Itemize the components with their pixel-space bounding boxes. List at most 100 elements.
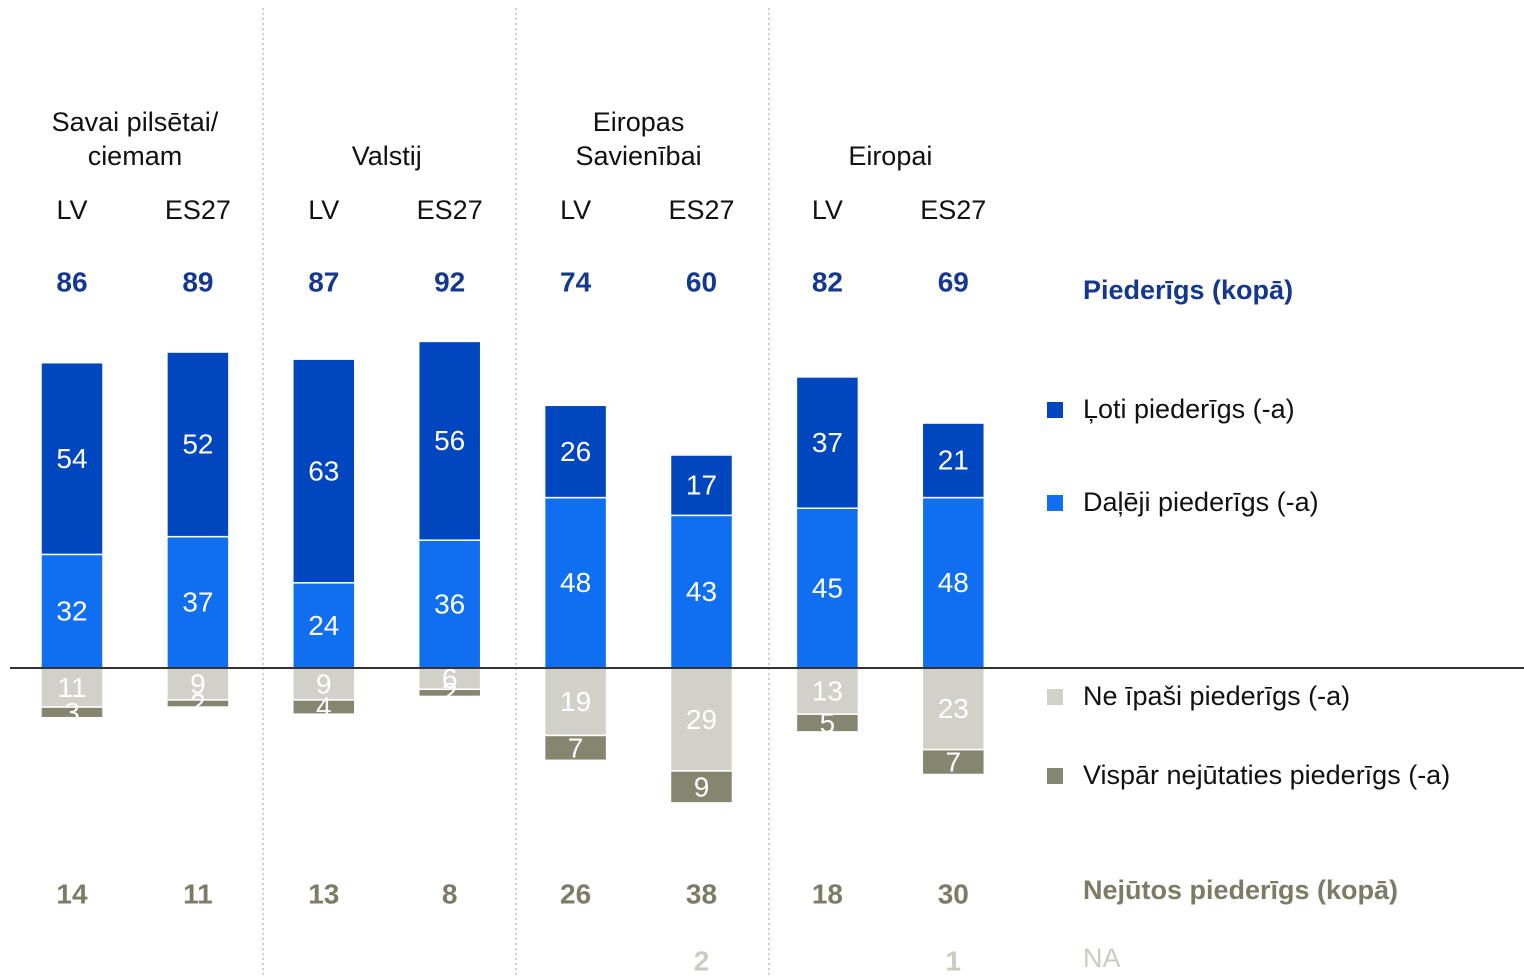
segment-label: 6: [442, 663, 458, 694]
bar-segment: [166, 535, 230, 669]
category-label: ES27: [417, 195, 483, 225]
bar-segment: [921, 748, 986, 776]
group-label: Valstij: [352, 141, 422, 171]
segment-label: 23: [938, 693, 969, 724]
category-label: LV: [560, 195, 591, 225]
total-label: 38: [686, 878, 717, 909]
segment-label: 5: [820, 707, 836, 738]
total-label: 30: [938, 878, 969, 909]
total-row-title: Nejūtos piederīgs (kopā): [1083, 875, 1398, 905]
segment-label: 54: [56, 443, 87, 474]
group-label: Savienībai: [576, 141, 702, 171]
bar-segment: [795, 507, 860, 669]
bar-segment: [795, 667, 860, 715]
segment-label: 29: [686, 704, 717, 735]
segment-label: 36: [434, 588, 465, 619]
legend-swatch: [1047, 495, 1063, 511]
segment-label: 45: [812, 573, 843, 604]
total-label: 11: [183, 878, 213, 909]
bar-segment: [166, 667, 230, 701]
category-label: LV: [308, 195, 339, 225]
category-label: LV: [56, 195, 87, 225]
segment-label: 7: [946, 746, 962, 777]
segment-label: 9: [190, 668, 206, 699]
segment-label: 37: [182, 587, 213, 618]
total-label: 18: [812, 878, 843, 909]
segment-label: 9: [694, 771, 710, 802]
segment-label: 17: [686, 470, 717, 501]
total-label: 92: [434, 266, 465, 297]
bar-segment: [669, 667, 734, 772]
segment-label: 48: [938, 567, 969, 598]
bar-segment: [40, 706, 104, 719]
total-label: 8: [442, 878, 458, 909]
segment-label: 63: [308, 455, 339, 486]
bar-segment: [417, 340, 482, 541]
legend-swatch: [1047, 689, 1063, 705]
bar-segment: [669, 454, 734, 517]
bar-segment: [40, 361, 104, 556]
total-label: 86: [56, 266, 87, 297]
segment-label: 48: [560, 567, 591, 598]
bar-segment: [292, 582, 356, 669]
bar-segment: [795, 376, 860, 509]
category-label: ES27: [668, 195, 734, 225]
total-row-title: NA: [1083, 943, 1121, 973]
segment-label: 37: [812, 427, 843, 458]
group-label: Eiropai: [848, 141, 932, 171]
category-label: ES27: [165, 195, 231, 225]
total-label: 2: [694, 945, 710, 976]
bar-segment: [669, 770, 734, 804]
segment-label: 7: [568, 732, 584, 763]
segment-label: 4: [316, 691, 332, 722]
bar-segment: [166, 351, 230, 538]
legend-label: Vispār nejūtaties piederīgs (-a): [1083, 760, 1450, 790]
segment-label: 2: [190, 688, 206, 719]
total-label: 89: [182, 266, 213, 297]
segment-label: 19: [560, 686, 591, 717]
group-label: Eiropas: [593, 107, 685, 137]
segment-label: 24: [308, 610, 339, 641]
category-label: LV: [812, 195, 843, 225]
category-label: ES27: [920, 195, 986, 225]
bar-segment: [543, 404, 608, 499]
bar-segment: [417, 688, 482, 698]
total-label: 13: [308, 878, 339, 909]
bar-segment: [921, 422, 986, 499]
legend-label: Ne īpaši piederīgs (-a): [1083, 681, 1350, 711]
bar-segment: [166, 699, 230, 708]
legend-swatch: [1047, 402, 1063, 418]
total-label: 82: [812, 266, 843, 297]
segment-label: 9: [316, 668, 332, 699]
total-label: 74: [560, 266, 592, 297]
segment-label: 11: [57, 672, 86, 703]
bar-segment: [40, 667, 104, 708]
bar-segment: [292, 699, 356, 715]
group-label: Savai pilsētai/: [52, 107, 219, 137]
group-label: ciemam: [88, 141, 183, 171]
legend-swatch: [1047, 768, 1063, 784]
total-row-title: Piederīgs (kopā): [1083, 275, 1293, 305]
segment-label: 32: [56, 596, 87, 627]
bar-segment: [921, 667, 986, 751]
bar-segment: [669, 514, 734, 669]
segment-label: 13: [812, 675, 843, 706]
segment-label: 43: [686, 576, 717, 607]
bar-segment: [543, 667, 608, 737]
segment-label: 2: [442, 677, 458, 708]
total-label: 60: [686, 266, 717, 297]
bar-segment: [795, 713, 860, 733]
total-label: 69: [938, 266, 969, 297]
total-label: 1: [946, 945, 962, 976]
segment-label: 21: [938, 445, 969, 476]
bar-segment: [292, 358, 356, 584]
segment-label: 26: [560, 436, 591, 467]
segment-label: 3: [64, 697, 80, 728]
bar-segment: [40, 553, 104, 669]
segment-label: 56: [434, 425, 465, 456]
legend-label: Ļoti piederīgs (-a): [1083, 394, 1295, 424]
total-label: 26: [560, 878, 591, 909]
bar-segment: [543, 734, 608, 762]
segment-label: 52: [182, 429, 213, 460]
total-label: 14: [56, 878, 88, 909]
